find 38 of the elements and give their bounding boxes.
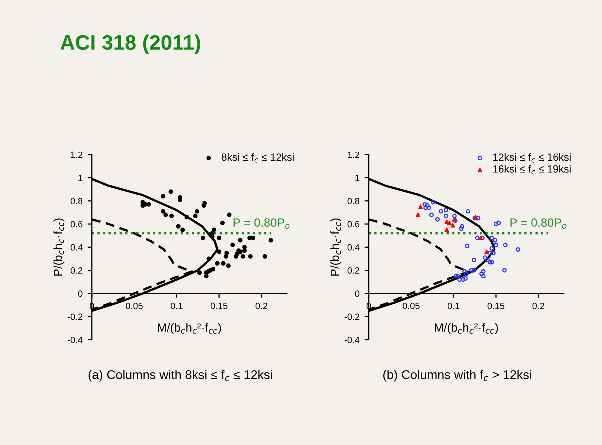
- y-axis-title: P/(b$_{c}$h$_{c}$·f$_{cc}$): [54, 218, 65, 276]
- x-tick-label: 0.05: [126, 302, 143, 310]
- y-tick-label: -0.4: [344, 336, 360, 344]
- y-tick-label: 0.4: [70, 244, 83, 251]
- chart-title: ACI 318 (2011): [60, 34, 200, 54]
- y-tick-label: -0.2: [344, 314, 360, 320]
- x-tick-label: 0.15: [488, 302, 505, 310]
- text: (a) Columns with 8ksi ≤ f$_{c}$ ≤ 12ksi: [88, 370, 272, 382]
- y-axis-title: P/(b$_{c}$h$_{c}$·f$_{cc}$): [330, 218, 342, 276]
- text: (b) Columns with f$_{c}$ > 12ksi: [384, 370, 532, 382]
- y-tick-label: 0.8: [70, 198, 83, 204]
- y-tick-label: 0: [78, 290, 83, 298]
- y-tick-label: -0.2: [68, 314, 83, 320]
- annotation: P = 0.80P$_{o}$: [234, 218, 290, 229]
- x-tick-label: 0.2: [532, 302, 544, 310]
- legend-label: 16ksi ≤ f$_{c}$ ≤ 19ksi: [493, 165, 571, 175]
- y-tick-label: 0.6: [70, 221, 83, 228]
- legend-label: 8ksi ≤ f$_{c}$ ≤ 12ksi: [222, 153, 294, 163]
- x-tick-label: 0.05: [402, 302, 420, 310]
- y-tick-label: 1.2: [71, 152, 83, 158]
- y-tick-label: 0.4: [348, 244, 360, 251]
- y-tick-label: 1: [78, 175, 83, 182]
- x-tick-label: 0.15: [210, 302, 228, 310]
- y-tick-label: 0.6: [348, 221, 360, 228]
- legend-label: 12ksi ≤ f$_{c}$ ≤ 16ksi: [493, 153, 571, 163]
- y-tick-label: 1.2: [348, 152, 360, 158]
- y-tick-label: -0.4: [68, 336, 83, 344]
- y-tick-label: 0.8: [348, 198, 360, 204]
- y-tick-label: 0.2: [348, 268, 360, 274]
- x-tick-label: 0.2: [256, 302, 268, 310]
- y-tick-label: 1: [356, 175, 360, 182]
- x-tick-label: 0.1: [448, 302, 460, 310]
- y-tick-label: 0.2: [70, 268, 83, 274]
- x-tick-label: 0.1: [170, 302, 183, 310]
- y-tick-label: 0: [355, 290, 360, 298]
- x-axis-title: M/(b$_{c}$h$_{c}$²·f$_{cc}$): [158, 323, 222, 334]
- x-axis-title: M/(b$_{c}$h$_{c}$²·f$_{cc}$): [435, 323, 498, 334]
- annotation: P = 0.80P$_{o}$: [510, 218, 567, 229]
